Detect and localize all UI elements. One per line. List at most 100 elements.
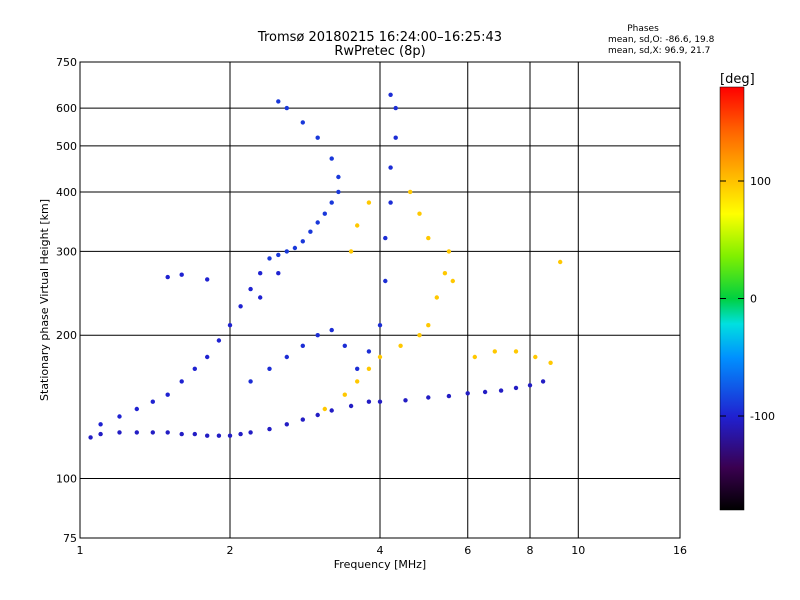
data-point — [300, 120, 305, 125]
data-point — [179, 431, 184, 437]
data-point — [300, 417, 305, 422]
data-point — [342, 343, 347, 348]
data-point — [408, 189, 413, 195]
data-point — [248, 430, 253, 435]
data-point — [117, 414, 122, 419]
data-point — [300, 239, 305, 244]
data-point — [558, 259, 563, 265]
data-point — [88, 435, 93, 440]
data-point — [393, 105, 398, 111]
data-point — [472, 354, 477, 360]
data-point — [117, 430, 122, 435]
data-point — [98, 431, 103, 437]
data-point — [329, 408, 334, 413]
data-point — [540, 379, 546, 384]
data-point — [267, 366, 272, 371]
data-point — [527, 383, 533, 388]
data-point — [329, 327, 334, 333]
y-tick-label: 75 — [63, 532, 77, 545]
data-point — [446, 249, 452, 254]
data-point — [533, 354, 538, 360]
data-point — [258, 295, 263, 300]
data-point — [315, 333, 320, 338]
data-point — [498, 388, 504, 393]
y-tick-label: 200 — [56, 329, 77, 342]
data-point — [348, 249, 354, 254]
data-point — [134, 430, 139, 435]
data-point — [426, 323, 431, 328]
data-point — [284, 105, 289, 111]
y-tick-label: 100 — [56, 473, 77, 486]
data-point — [284, 354, 289, 360]
data-point — [342, 392, 347, 397]
data-point — [216, 433, 222, 438]
data-point — [377, 354, 383, 360]
colorbar-ticks: 100 0 -100 — [720, 175, 775, 423]
data-point — [179, 379, 184, 384]
data-point — [315, 412, 320, 418]
data-point — [227, 323, 233, 328]
phase-stats-x: mean, sd,X: 96.9, 21.7 — [608, 46, 710, 56]
data-point — [258, 271, 263, 276]
x-tick-label: 16 — [673, 544, 687, 557]
data-point — [398, 343, 403, 348]
series-trace — [98, 271, 281, 427]
data-point — [205, 354, 210, 360]
y-tick-label: 600 — [56, 102, 77, 115]
x-tick-label: 8 — [527, 544, 534, 557]
data-point — [227, 433, 233, 438]
phase-stats-o: mean, sd,O: -86.6, 19.8 — [608, 35, 715, 45]
data-point — [366, 399, 372, 404]
data-point — [355, 223, 360, 228]
x-tick-label: 2 — [227, 544, 234, 557]
x-tick-label: 6 — [464, 544, 471, 557]
data-point — [192, 366, 197, 371]
data-point — [329, 156, 334, 161]
data-point — [388, 165, 393, 170]
y-tick-labels: 75 100 200 300 400 500 600 750 — [56, 56, 77, 545]
data-point — [513, 349, 519, 354]
data-point — [248, 286, 253, 292]
data-point — [267, 256, 272, 261]
data-point — [205, 277, 210, 282]
phase-stats: Phases mean, sd,O: -86.6, 19.8 mean, sd,… — [608, 24, 715, 56]
data-point — [98, 422, 103, 427]
data-point — [267, 426, 272, 432]
chart-subtitle: RwPretec (8p) — [334, 44, 425, 59]
data-point — [366, 200, 372, 205]
colorbar-tick-label: -100 — [750, 410, 775, 423]
data-point — [482, 389, 488, 395]
y-tick-label: 750 — [56, 56, 77, 69]
data-point — [377, 323, 383, 328]
data-point — [426, 235, 431, 241]
y-tick-label: 500 — [56, 140, 77, 153]
x-tick-label: 4 — [377, 544, 384, 557]
data-point — [417, 333, 422, 338]
data-point — [134, 406, 139, 412]
data-points — [88, 92, 563, 440]
data-point — [426, 395, 431, 400]
data-point — [393, 135, 398, 140]
data-point — [355, 366, 360, 371]
series-trace — [248, 92, 398, 384]
data-point — [348, 403, 354, 409]
data-point — [383, 278, 388, 284]
data-point — [366, 349, 372, 354]
data-point — [548, 360, 553, 365]
x-tick-label: 10 — [571, 544, 585, 557]
plot-frame — [79, 61, 681, 539]
x-tick-label: 1 — [77, 544, 84, 557]
data-point — [446, 393, 452, 399]
data-point — [465, 391, 470, 396]
series-trace — [322, 189, 563, 412]
series-trace — [88, 379, 546, 440]
data-point — [315, 135, 320, 140]
data-point — [292, 245, 298, 251]
data-point — [165, 274, 170, 280]
data-point — [300, 343, 305, 348]
data-point — [355, 379, 360, 384]
colorbar-unit: [deg] — [720, 72, 755, 87]
data-point — [417, 211, 422, 216]
data-point — [388, 92, 393, 98]
